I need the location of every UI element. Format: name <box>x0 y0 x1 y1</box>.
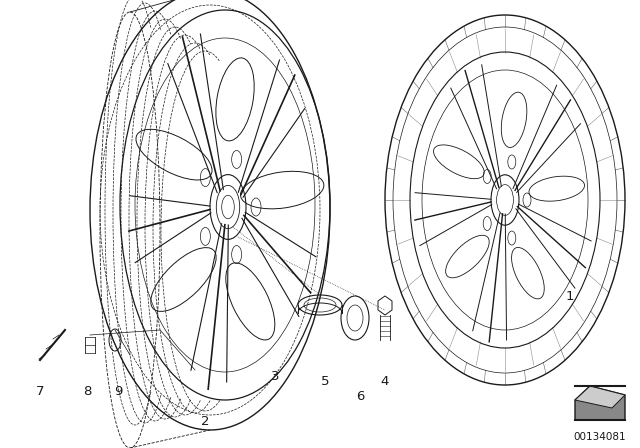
Text: 6: 6 <box>356 390 364 403</box>
Polygon shape <box>575 386 625 420</box>
Text: 5: 5 <box>321 375 329 388</box>
Text: 00134081: 00134081 <box>573 432 627 442</box>
Text: 8: 8 <box>83 385 91 398</box>
Text: 7: 7 <box>36 385 44 398</box>
Text: 9: 9 <box>114 385 122 398</box>
Text: 1: 1 <box>566 290 574 303</box>
Text: 2: 2 <box>201 415 209 428</box>
Text: 3: 3 <box>271 370 279 383</box>
Text: 4: 4 <box>381 375 389 388</box>
Polygon shape <box>575 386 625 408</box>
